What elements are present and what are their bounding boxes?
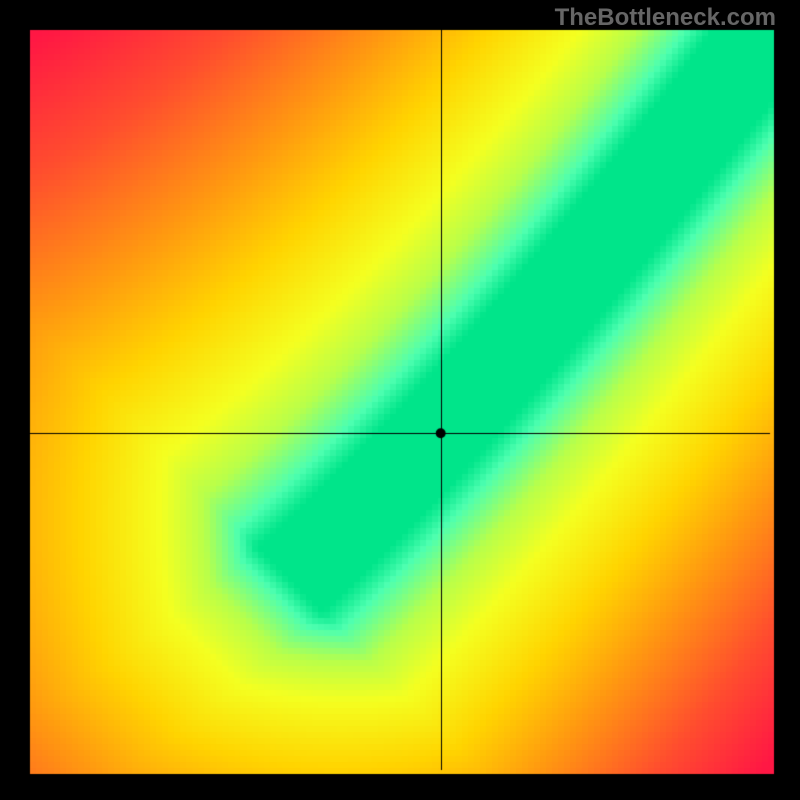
watermark-text: TheBottleneck.com [555, 4, 776, 32]
bottleneck-heatmap [0, 0, 800, 800]
